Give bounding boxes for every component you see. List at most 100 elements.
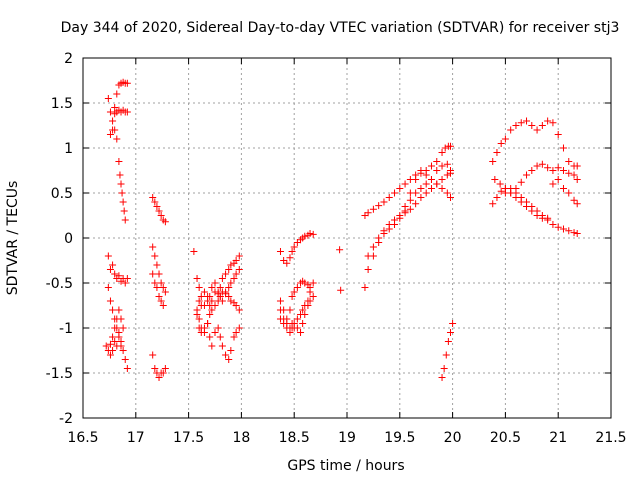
data-point <box>293 315 301 323</box>
data-point <box>106 297 114 305</box>
data-point <box>232 257 240 264</box>
data-point <box>111 104 119 111</box>
series-arc-a2 <box>106 106 131 138</box>
data-point <box>225 266 233 273</box>
data-point <box>109 306 117 314</box>
data-point <box>227 347 235 354</box>
data-point <box>149 194 157 201</box>
data-point <box>288 248 296 255</box>
data-point <box>443 171 451 179</box>
data-point <box>151 198 159 206</box>
data-point <box>193 275 201 282</box>
data-point <box>309 279 317 287</box>
series-arc-a4 <box>104 252 131 287</box>
series-arc-f4 <box>401 167 454 210</box>
series-arc-f5 <box>438 320 457 381</box>
data-point <box>149 270 157 278</box>
data-point <box>446 194 454 201</box>
data-point <box>497 140 505 147</box>
data-point <box>549 167 557 174</box>
data-point <box>293 284 301 291</box>
data-point <box>211 302 219 309</box>
data-point <box>496 180 504 188</box>
data-point <box>157 279 165 287</box>
data-point <box>554 176 562 183</box>
data-point <box>276 297 284 305</box>
data-point <box>406 205 414 213</box>
data-point <box>157 297 165 305</box>
data-point <box>573 200 581 208</box>
data-point <box>235 306 243 314</box>
data-point <box>501 135 509 143</box>
data-point <box>438 374 446 381</box>
data-point <box>361 284 369 291</box>
data-point <box>497 187 505 195</box>
data-point <box>549 119 557 127</box>
data-point <box>120 207 128 215</box>
data-point <box>193 306 201 314</box>
data-point <box>288 320 296 327</box>
data-point <box>115 306 123 314</box>
data-point <box>559 144 567 152</box>
x-tick-label: 20 <box>444 430 462 446</box>
data-point <box>299 320 307 327</box>
data-point <box>288 293 296 300</box>
data-point <box>446 169 454 177</box>
data-point <box>512 122 520 129</box>
data-point <box>227 297 235 305</box>
data-point <box>544 214 552 222</box>
data-point <box>401 180 409 188</box>
data-point <box>433 167 441 174</box>
y-tick-label: 1 <box>64 141 73 157</box>
data-point <box>235 266 243 273</box>
data-point <box>123 275 131 282</box>
data-point <box>570 171 578 179</box>
data-point <box>211 279 219 287</box>
data-point <box>391 189 399 197</box>
data-point <box>559 225 567 233</box>
data-point <box>570 196 578 204</box>
data-point <box>208 306 216 314</box>
data-point <box>280 315 288 323</box>
data-point <box>491 176 499 183</box>
data-point <box>427 176 435 183</box>
data-point <box>441 144 449 152</box>
x-axis-tick-labels: 16.5 17 17.5 18 18.5 19 19.5 20 20.5 21 21.5 <box>67 430 626 446</box>
data-point <box>306 230 314 237</box>
data-point <box>190 248 198 255</box>
data-point <box>227 279 235 287</box>
data-point <box>544 164 552 172</box>
data-point <box>336 246 344 254</box>
data-point <box>155 270 163 278</box>
data-point <box>489 200 497 208</box>
y-tick-label: 0 <box>64 231 73 247</box>
data-point <box>117 342 125 350</box>
series-arc-g4 <box>501 176 581 222</box>
series-arc-e1 <box>336 246 345 294</box>
data-point <box>443 160 451 168</box>
data-point <box>501 189 509 197</box>
data-point <box>225 356 233 363</box>
data-point <box>153 261 161 269</box>
data-point <box>554 223 562 231</box>
data-point <box>438 176 446 183</box>
data-point <box>283 259 291 267</box>
data-point <box>301 232 309 240</box>
data-point <box>118 189 126 197</box>
data-point <box>111 338 119 345</box>
data-point <box>111 126 119 134</box>
data-point <box>208 297 216 305</box>
series-arc-g1 <box>489 117 581 170</box>
data-point <box>102 342 110 350</box>
data-point <box>161 365 169 372</box>
data-point <box>111 324 119 332</box>
data-point <box>106 108 114 116</box>
data-point <box>528 122 536 129</box>
data-point <box>155 293 163 300</box>
series-arc-d2 <box>276 277 317 323</box>
data-point <box>286 306 294 314</box>
data-point <box>517 194 525 201</box>
data-point <box>222 351 230 359</box>
series-arc-b4 <box>149 351 169 381</box>
series-arc-d1 <box>276 230 317 267</box>
